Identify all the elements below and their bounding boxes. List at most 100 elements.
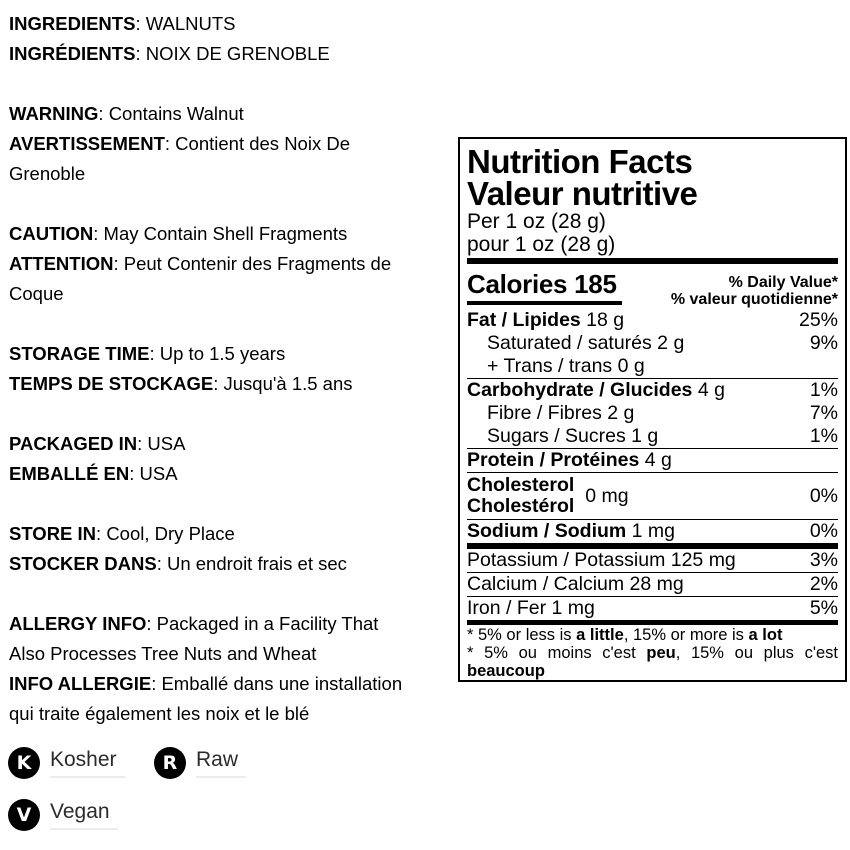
nutrient-name-bold: Protein / Protéines bbox=[467, 449, 640, 471]
badge-label: Raw bbox=[196, 748, 247, 778]
badge-row-2: V Vegan bbox=[8, 798, 246, 832]
nutrient-percent: 25% bbox=[798, 309, 838, 331]
nutrient-name-reg: Calcium / Calcium 28 mg bbox=[467, 573, 684, 595]
info-line: Also Processes Tree Nuts and Wheat bbox=[9, 639, 459, 669]
info-line: EMBALLÉ EN: USA bbox=[9, 459, 459, 489]
info-line: STORE IN: Cool, Dry Place bbox=[9, 519, 459, 549]
nutrient-row: Calcium / Calcium 28 mg 2% bbox=[467, 572, 838, 596]
info-line-text: : USA bbox=[137, 433, 186, 454]
info-line-text: : Packaged in a Facility That bbox=[146, 613, 379, 634]
vegan-icon: V bbox=[8, 799, 40, 831]
info-line-text: : Cool, Dry Place bbox=[96, 523, 235, 544]
info-line: INFO ALLERGIE: Emballé dans une installa… bbox=[9, 669, 459, 699]
info-group: PACKAGED IN: USA EMBALLÉ EN: USA bbox=[9, 429, 459, 489]
info-line: TEMPS DE STOCKAGE: Jusqu'à 1.5 ans bbox=[9, 369, 459, 399]
info-line-label: ATTENTION bbox=[9, 253, 114, 274]
nutrient-name-reg: Potassium / Potassium 125 mg bbox=[467, 549, 736, 571]
nutrient-name-line: Cholesterol bbox=[467, 474, 575, 496]
badge-raw: R Raw bbox=[154, 747, 247, 779]
info-group: STORE IN: Cool, Dry Place STOCKER DANS: U… bbox=[9, 519, 459, 579]
nutrient-name: Protein / Protéines 4 g bbox=[467, 449, 838, 472]
badge-label: Vegan bbox=[50, 800, 118, 830]
info-line-text: : Peut Contenir des Fragments de bbox=[113, 253, 392, 274]
info-line-text: : WALNUTS bbox=[135, 13, 236, 34]
nutrition-facts-label: Nutrition Facts Valeur nutritive Per 1 o… bbox=[458, 137, 847, 682]
info-group: STORAGE TIME: Up to 1.5 years TEMPS DE ST… bbox=[9, 339, 459, 399]
footnote-segment: * 5% ou moins c'est bbox=[467, 644, 647, 662]
info-line: ATTENTION: Peut Contenir des Fragments d… bbox=[9, 249, 459, 279]
badge-letter: K bbox=[16, 752, 32, 774]
nutrient-name: + Trans / trans 0 g bbox=[467, 355, 838, 378]
info-line-text: : Up to 1.5 years bbox=[149, 343, 286, 364]
footnote-segment: , 15% or more is bbox=[623, 626, 749, 644]
nutrient-row: Carbohydrate / Glucides 4 g 1% bbox=[467, 378, 838, 402]
raw-icon: R bbox=[154, 747, 186, 779]
nft-title-en: Nutrition Facts bbox=[467, 143, 693, 180]
info-line-label: ALLERGY INFO bbox=[9, 613, 147, 634]
info-line-label: INFO ALLERGIE bbox=[9, 673, 152, 694]
info-line-label: CAUTION bbox=[9, 223, 94, 244]
calories-value: Calories 185 bbox=[467, 269, 622, 305]
badge-label: Kosher bbox=[50, 748, 125, 778]
nutrient-percent: 9% bbox=[809, 332, 838, 354]
info-group: CAUTION: May Contain Shell Fragments ATTE… bbox=[9, 219, 459, 309]
info-line-label: STOCKER DANS bbox=[9, 553, 157, 574]
info-line: Coque bbox=[9, 279, 459, 309]
nutrient-row: Potassium / Potassium 125 mg 3% bbox=[467, 543, 838, 572]
info-line-text: qui traite également les noix et le blé bbox=[9, 703, 310, 724]
badge-row-1: K Kosher R Raw bbox=[8, 746, 247, 780]
info-line-label: EMBALLÉ EN bbox=[9, 463, 130, 484]
daily-value-header: % Daily Value* % valeur quotidienne* bbox=[671, 274, 838, 308]
info-group: ALLERGY INFO: Packaged in a Facility Tha… bbox=[9, 609, 459, 729]
nutrient-percent: 0% bbox=[809, 520, 838, 542]
nutrient-name-reg: Sugars / Sucres 1 g bbox=[487, 425, 659, 447]
nutrient-name: Carbohydrate / Glucides 4 g bbox=[467, 379, 810, 402]
info-line-text: : Jusqu'à 1.5 ans bbox=[213, 373, 353, 394]
footnote-segment: beaucoup bbox=[467, 662, 545, 680]
info-line-text: : May Contain Shell Fragments bbox=[93, 223, 348, 244]
info-line: STOCKER DANS: Un endroit frais et sec bbox=[9, 549, 459, 579]
nutrient-name: Sodium / Sodium 1 mg bbox=[467, 520, 810, 543]
badge-kosher: K Kosher bbox=[8, 747, 154, 779]
nutrient-name: Cholesterol Cholestérol bbox=[467, 475, 574, 517]
nutrient-percent: 2% bbox=[809, 573, 838, 595]
kosher-icon: K bbox=[8, 747, 40, 779]
footnote-segment: a lot bbox=[748, 626, 783, 644]
nutrient-name: Fibre / Fibres 2 g bbox=[467, 402, 810, 425]
nutrient-name-reg: Iron / Fer 1 mg bbox=[467, 597, 595, 619]
badge-letter: V bbox=[16, 804, 32, 826]
nutrient-row: Cholesterol Cholestérol 0 mg 0% bbox=[467, 472, 838, 519]
product-info: INGREDIENTS: WALNUTS INGRÉDIENTS: NOIX DE… bbox=[9, 0, 459, 759]
serving-size-fr: pour 1 oz (28 g) bbox=[467, 233, 616, 256]
nutrient-percent: 0% bbox=[809, 484, 838, 507]
info-line-text: : NOIX DE GRENOBLE bbox=[135, 43, 330, 64]
nutrient-row: Saturated / saturés 2 g 9% bbox=[467, 332, 838, 355]
nutrient-row: Fat / Lipides 18 g 25% bbox=[467, 309, 838, 332]
nutrient-name: Sugars / Sucres 1 g bbox=[467, 425, 810, 448]
nutrient-name-reg: 18 g bbox=[580, 309, 625, 331]
info-line: PACKAGED IN: USA bbox=[9, 429, 459, 459]
info-line-label: TEMPS DE STOCKAGE bbox=[9, 373, 214, 394]
footnote-en: * 5% or less is a little, 15% or more is… bbox=[467, 626, 838, 644]
info-line-text: : USA bbox=[129, 463, 178, 484]
info-line-text: : Contient des Noix De bbox=[164, 133, 350, 154]
info-line: INGRÉDIENTS: NOIX DE GRENOBLE bbox=[9, 39, 459, 69]
info-line-label: INGRÉDIENTS bbox=[9, 43, 136, 64]
info-line-text: Coque bbox=[9, 283, 64, 304]
info-line: STORAGE TIME: Up to 1.5 years bbox=[9, 339, 459, 369]
certification-badges: K Kosher R Raw V Vegan bbox=[8, 746, 247, 850]
badge-vegan: V Vegan bbox=[8, 799, 154, 831]
nutrient-row: Sodium / Sodium 1 mg 0% bbox=[467, 519, 838, 543]
info-line: ALLERGY INFO: Packaged in a Facility Tha… bbox=[9, 609, 459, 639]
info-line-label: INGREDIENTS bbox=[9, 13, 136, 34]
nutrient-name-reg: Saturated / saturés 2 g bbox=[487, 332, 685, 354]
nutrient-percent: 1% bbox=[809, 379, 838, 401]
footnote-fr: * 5% ou moins c'est peu, 15% ou plus c'e… bbox=[467, 644, 838, 680]
info-group: INGREDIENTS: WALNUTS INGRÉDIENTS: NOIX DE… bbox=[9, 9, 459, 69]
info-line: WARNING: Contains Walnut bbox=[9, 99, 459, 129]
info-line-label: PACKAGED IN bbox=[9, 433, 138, 454]
info-line: CAUTION: May Contain Shell Fragments bbox=[9, 219, 459, 249]
nft-title-fr: Valeur nutritive bbox=[467, 175, 698, 212]
separator-bar-footnote bbox=[467, 620, 838, 625]
info-line: qui traite également les noix et le blé bbox=[9, 699, 459, 729]
